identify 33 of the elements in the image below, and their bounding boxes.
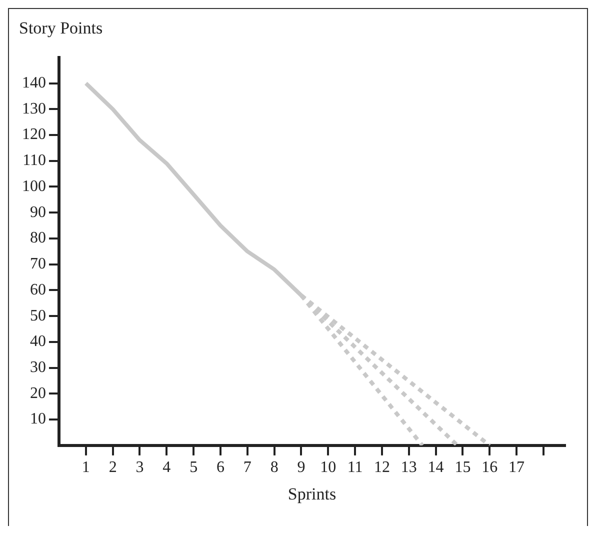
- x-tick-label: 15: [454, 459, 471, 476]
- x-tick-label: 6: [216, 459, 224, 476]
- y-tick-label: 50: [30, 307, 46, 324]
- y-tick-label: 140: [22, 74, 46, 92]
- x-tick-label: 8: [270, 459, 278, 476]
- y-tick-label: 100: [22, 178, 46, 195]
- x-tick-label: 3: [136, 459, 144, 476]
- x-tick-label: 2: [108, 459, 117, 476]
- x-tick-label: 14: [428, 459, 444, 476]
- y-tick-label: 80: [30, 230, 46, 247]
- x-tick-label: 1: [82, 459, 90, 476]
- x-tick-label: 16: [482, 459, 498, 476]
- y-tick-label: 130: [22, 100, 46, 118]
- x-tick-label: 5: [190, 459, 198, 476]
- y-tick-label: 110: [22, 152, 46, 170]
- y-tick-label: 10: [30, 410, 46, 428]
- y-tick-label: 30: [30, 359, 46, 376]
- y-tick-label: 120: [22, 126, 46, 144]
- x-tick-label: 11: [347, 459, 363, 476]
- x-axis-title: Sprints: [288, 484, 336, 504]
- y-tick-label: 60: [30, 281, 46, 298]
- x-tick-label: 12: [374, 459, 390, 476]
- x-tick-label: 9: [297, 459, 306, 476]
- x-tick-label: 10: [320, 459, 336, 476]
- y-tick-label: 90: [30, 204, 46, 221]
- y-tick-label: 70: [30, 256, 46, 273]
- x-tick-label: 7: [243, 459, 252, 476]
- y-axis-title: Story Points: [19, 18, 103, 38]
- x-tick-label: 13: [400, 459, 417, 476]
- y-tick-label: 20: [30, 384, 46, 402]
- x-tick-label: 4: [162, 459, 171, 476]
- y-tick-label: 40: [30, 333, 46, 350]
- x-tick-label: 17: [508, 459, 525, 476]
